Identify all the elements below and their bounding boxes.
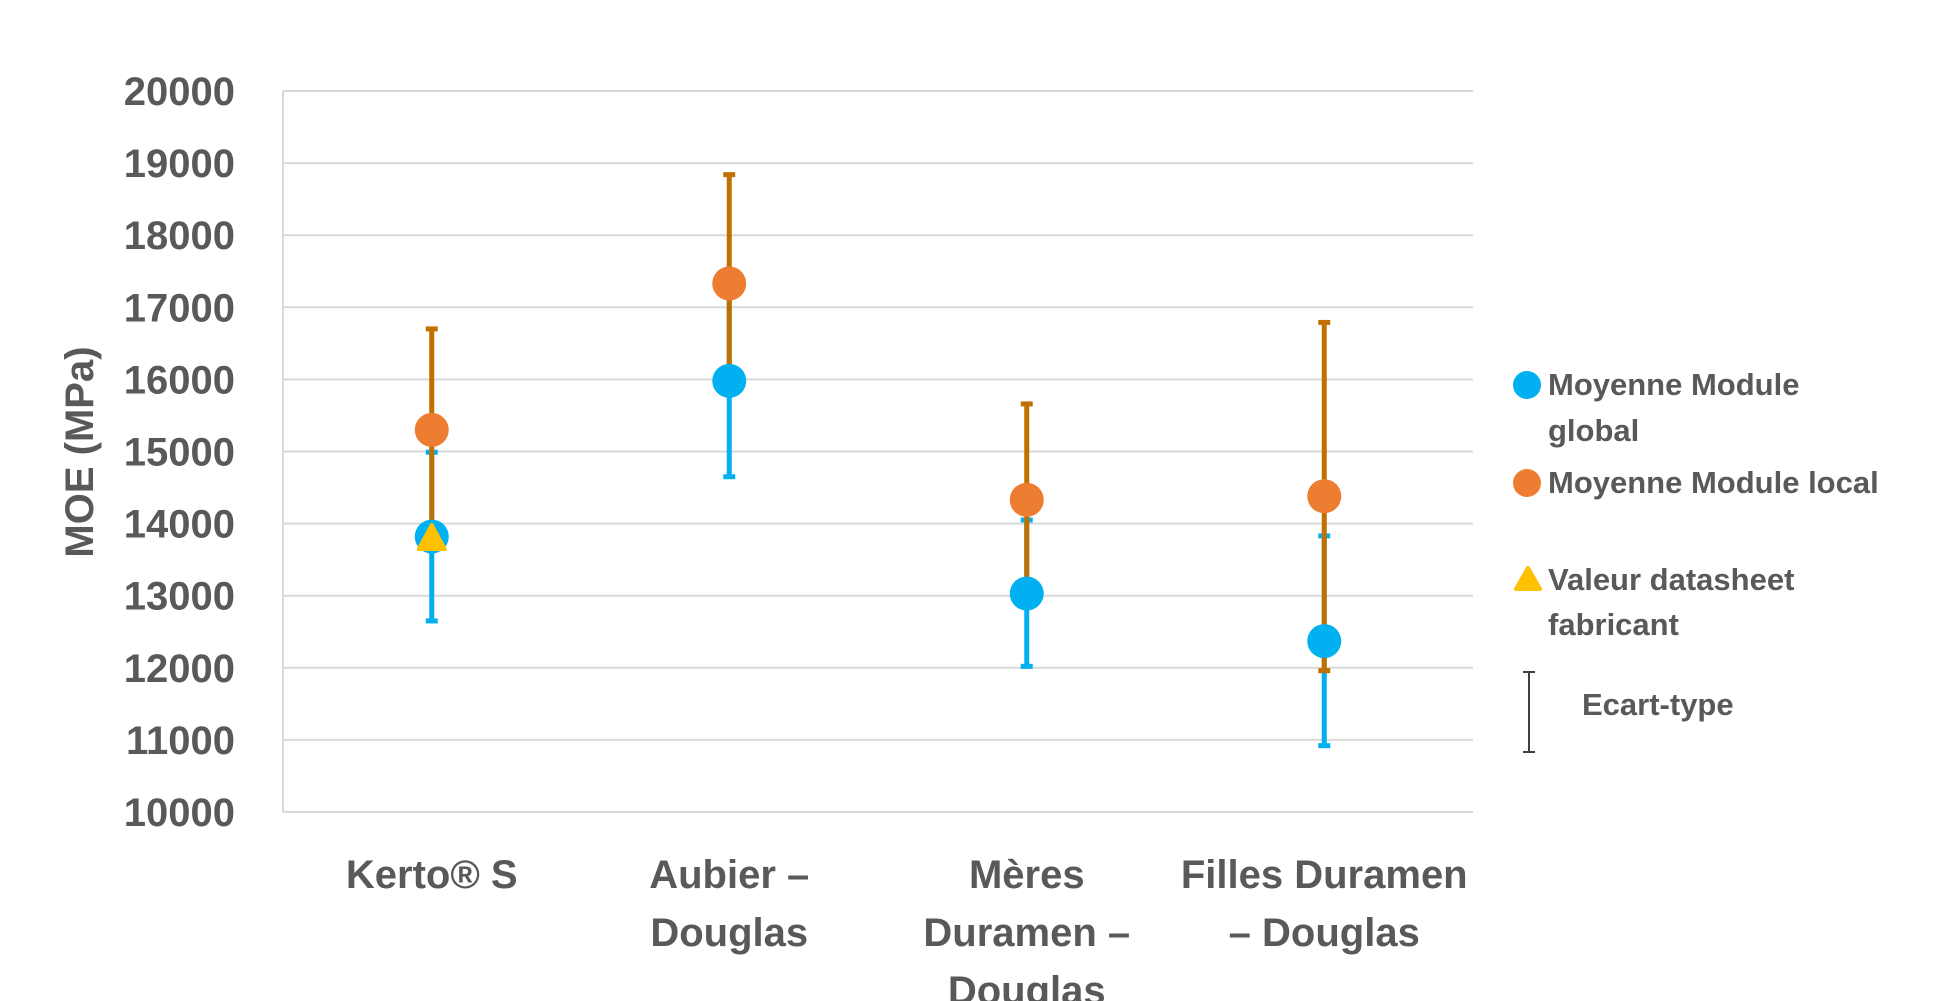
error-bars: [425, 172, 1331, 749]
y-tick-label: 13000: [124, 575, 235, 619]
legend-label: global: [1548, 413, 1639, 448]
data-point: [1307, 624, 1342, 659]
legend-marker: [1513, 469, 1541, 497]
legend-marker: [1513, 371, 1541, 399]
data-point: [414, 412, 449, 447]
y-tick-label: 14000: [124, 503, 235, 547]
y-tick-label: 18000: [124, 214, 235, 258]
data-markers: [414, 266, 1342, 659]
legend-label: Moyenne Module: [1548, 367, 1799, 402]
legend-label: Valeur datasheet: [1548, 562, 1794, 597]
legend-marker: [1514, 566, 1542, 591]
data-point: [1307, 479, 1342, 514]
legend: Moyenne Module global Moyenne Module local…: [1513, 367, 1879, 753]
y-axis-title: MOE (MPa): [58, 346, 102, 557]
y-tick-label: 16000: [124, 358, 235, 402]
y-tick-label: 20000: [124, 70, 235, 114]
data-point: [1009, 482, 1044, 517]
gridlines: [282, 90, 1473, 813]
category-labels: Kerto® S Aubier – Douglas Mères Duramen – Dou…: [346, 853, 1468, 1001]
y-tick-label: 12000: [124, 647, 235, 691]
y-tick-label: 10000: [124, 791, 235, 835]
legend-label: fabricant: [1548, 607, 1679, 642]
y-tick-label: 19000: [124, 142, 235, 186]
legend-label: Ecart-type: [1582, 687, 1734, 722]
category-label: Filles Duramen – Douglas: [1181, 853, 1468, 955]
category-label: Aubier – Douglas: [649, 853, 809, 955]
data-point: [1009, 576, 1044, 611]
category-label: Kerto® S: [346, 853, 518, 897]
legend-label: Moyenne Module local: [1548, 465, 1879, 500]
category-label: Mères Duramen – Douglas: [923, 853, 1130, 1001]
y-tick-label: 15000: [124, 431, 235, 475]
data-point: [712, 266, 747, 301]
data-point-triangle: [416, 523, 447, 552]
y-tick-label: 11000: [126, 719, 235, 763]
y-tick-labels: 20000 19000 18000 17000 16000 15000 14000 13000…: [124, 70, 235, 835]
data-point: [712, 363, 747, 398]
y-tick-label: 17000: [124, 286, 235, 330]
